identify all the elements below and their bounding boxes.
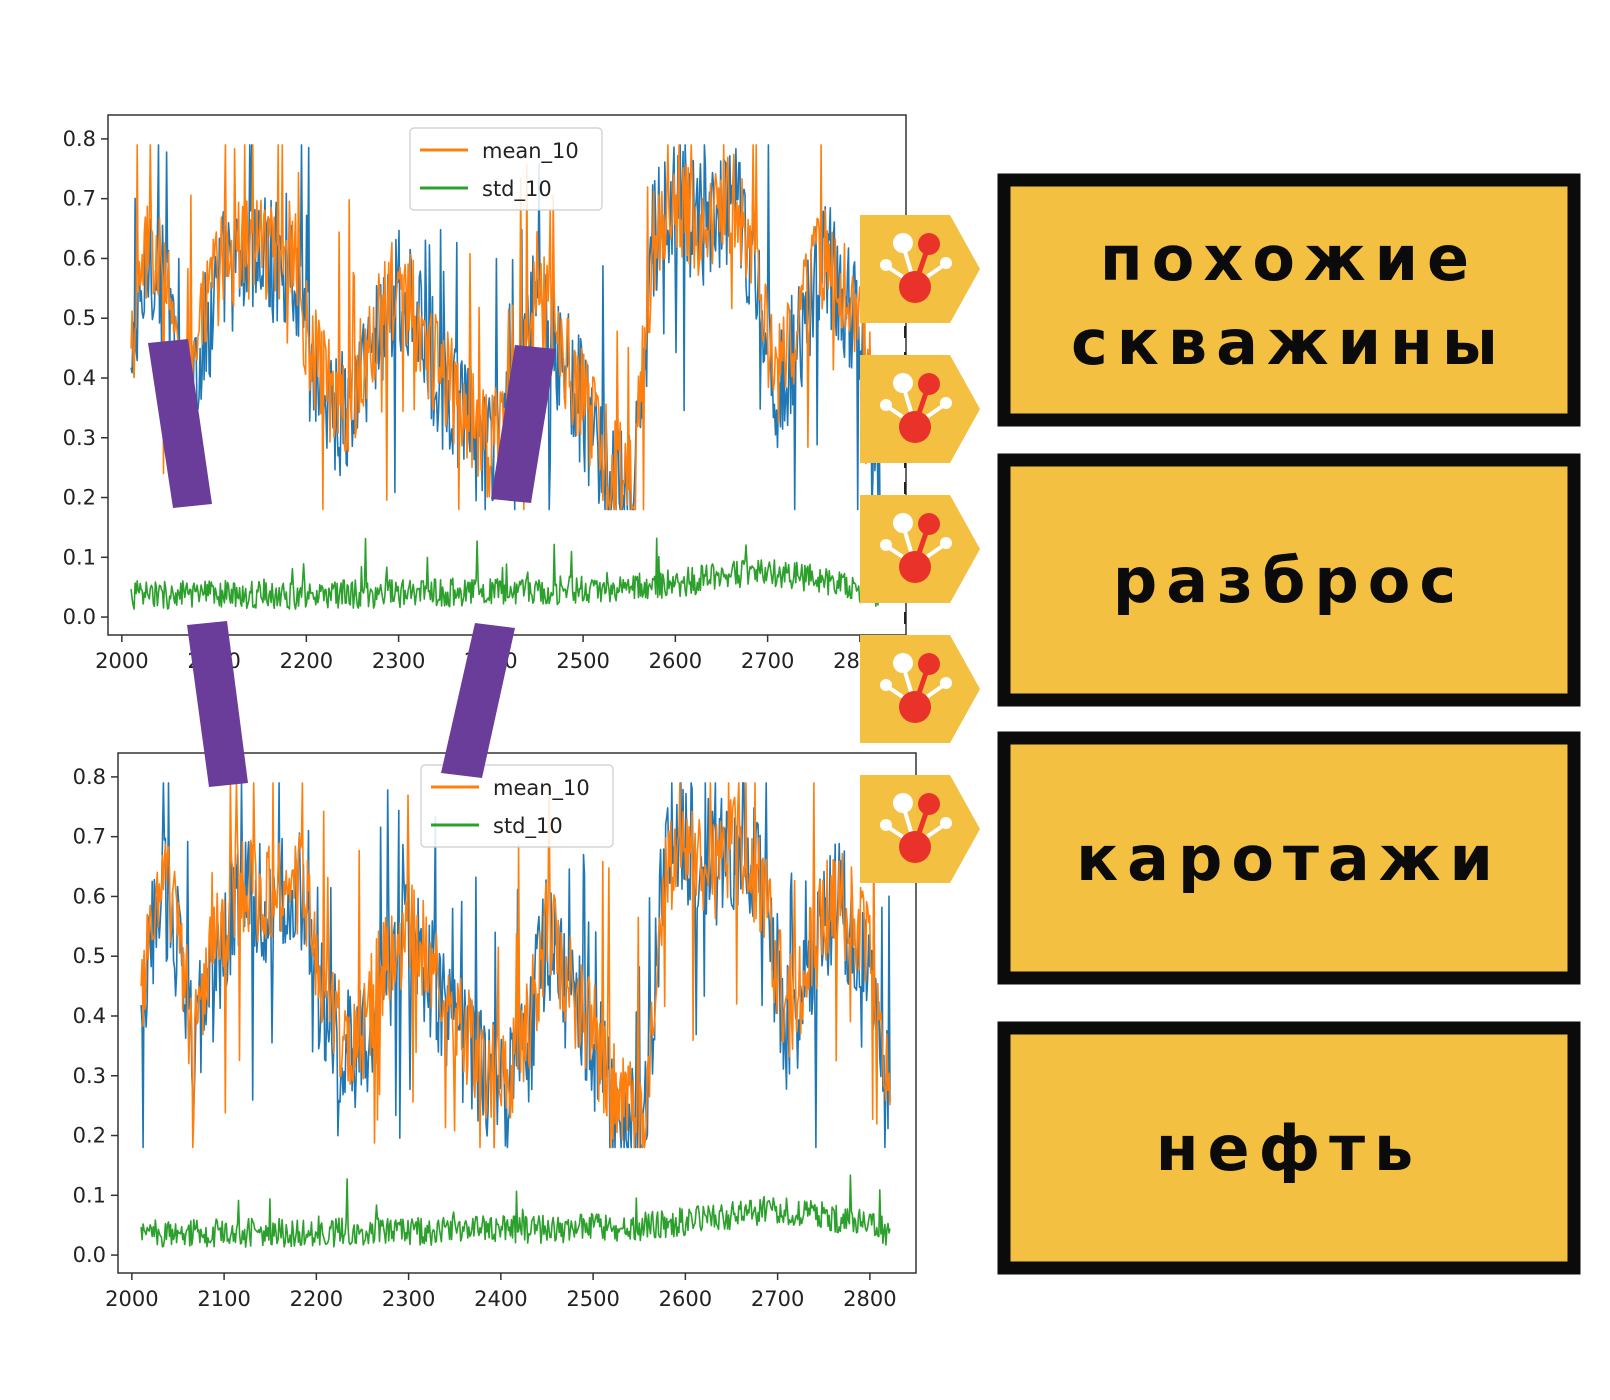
x-tick-label: 2400: [474, 1287, 527, 1311]
y-tick-label: 0.0: [63, 605, 96, 629]
legend-label: std_10: [493, 814, 563, 839]
y-tick-label: 0.1: [63, 545, 96, 569]
x-tick-label: 2500: [556, 649, 609, 673]
connector-bars: [148, 300, 906, 787]
x-tick-label: 2300: [372, 649, 425, 673]
y-tick-label: 0.2: [63, 486, 96, 510]
series-mean-10: [140, 782, 891, 1149]
label-text: разброс: [1113, 544, 1465, 617]
legend-label: mean_10: [482, 139, 579, 164]
y-tick-label: 0.6: [63, 246, 96, 270]
connector-bar: [491, 345, 556, 503]
legend-label: std_10: [482, 177, 552, 202]
y-tick-label: 0.4: [63, 366, 96, 390]
keyword-label: каротажи: [997, 731, 1581, 985]
chart-top: 0.00.10.20.30.40.50.60.70.82000210022002…: [63, 114, 907, 673]
label-frame: [997, 173, 1581, 427]
series-std-10: [130, 537, 881, 610]
x-tick-label: 2600: [659, 1287, 712, 1311]
keyword-label: разброс: [997, 453, 1581, 707]
x-tick-label: 2600: [649, 649, 702, 673]
y-tick-label: 0.2: [73, 1124, 106, 1148]
chart-bottom: 0.0 0.1 0.2 0.3 0.4 0.5 0.6 0.7 0.8 2000 2100 2200 2…: [73, 752, 917, 1311]
molecule-badge-icon: [860, 495, 980, 603]
connector-bar: [148, 339, 212, 508]
y-tick-label: 0.0: [73, 1243, 106, 1267]
x-tick-label: 2700: [751, 1287, 804, 1311]
label-text: похожие: [1100, 222, 1478, 295]
x-tick-label: 2200: [290, 1287, 343, 1311]
y-tick-label: 0.8: [73, 765, 106, 789]
label-frame: [997, 731, 1581, 985]
molecule-badge-icon: [860, 635, 980, 743]
y-tick-label: 0.3: [73, 1064, 106, 1088]
y-tick-label: 0.3: [63, 426, 96, 450]
y-tick-label: 0.8: [63, 127, 96, 151]
connector-bar: [187, 621, 248, 787]
x-tick-label: 2300: [382, 1287, 435, 1311]
legend-label: mean_10: [493, 776, 590, 801]
label-text: скважины: [1071, 306, 1507, 379]
series-layer: [140, 782, 891, 1248]
molecule-badge-icon: [860, 775, 980, 883]
y-tick-label: 0.5: [63, 306, 96, 330]
label-text: нефть: [1156, 1112, 1423, 1185]
label-text: каротажи: [1076, 822, 1502, 895]
y-tick-label: 0.7: [63, 187, 96, 211]
keyword-labels: похожие скважины разброс каротажи нефть: [997, 173, 1581, 1275]
series-std-10: [140, 1174, 891, 1248]
molecule-badge-icon: [860, 215, 980, 323]
y-tick-label: 0.7: [73, 825, 106, 849]
x-tick-label: 2100: [197, 1287, 250, 1311]
molecule-badges: [860, 215, 980, 883]
y-tick-label: 0.4: [73, 1004, 106, 1028]
y-tick-label: 0.5: [73, 944, 106, 968]
x-tick-label: 2700: [741, 649, 794, 673]
keyword-label: похожие скважины: [997, 173, 1581, 427]
molecule-badge-icon: [860, 355, 980, 463]
x-tick-label: 2800: [843, 1287, 896, 1311]
x-tick-label: 2000: [105, 1287, 158, 1311]
y-tick-label: 0.6: [73, 884, 106, 908]
x-tick-label: 2000: [95, 649, 148, 673]
label-frame: [997, 1021, 1581, 1275]
connector-bar: [441, 623, 515, 778]
keyword-label: нефть: [997, 1021, 1581, 1275]
x-tick-label: 2500: [566, 1287, 619, 1311]
label-frame: [997, 453, 1581, 707]
x-tick-label: 2200: [280, 649, 333, 673]
y-tick-label: 0.1: [73, 1183, 106, 1207]
